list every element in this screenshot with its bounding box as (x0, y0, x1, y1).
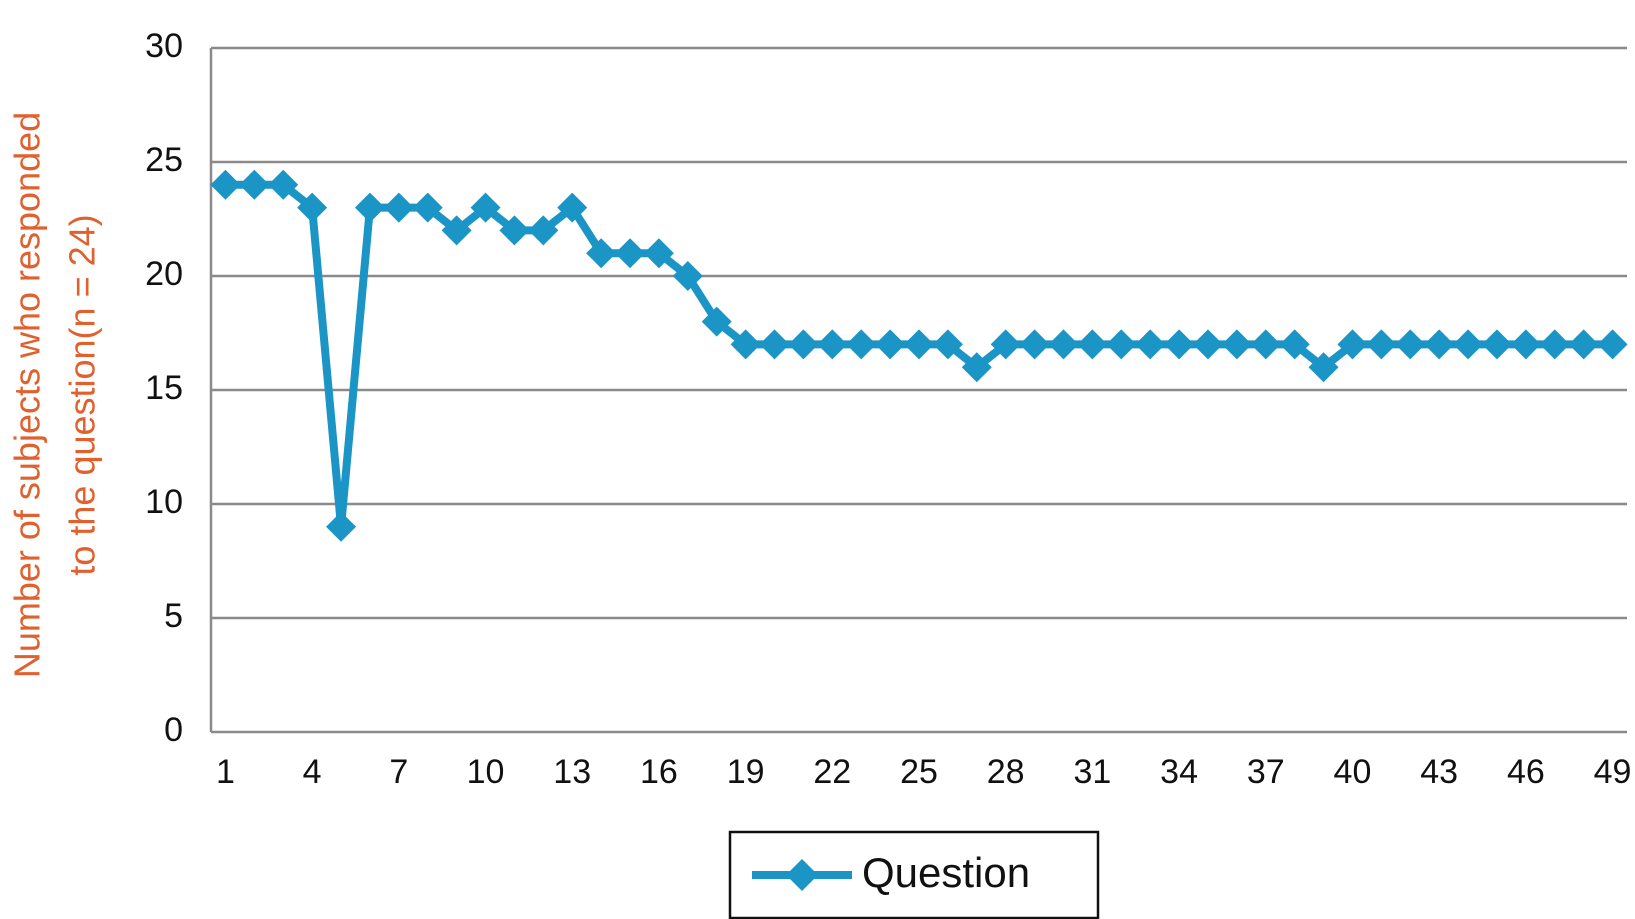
x-tick-label: 46 (1507, 753, 1545, 791)
point-marker (1077, 329, 1108, 360)
point-marker (961, 352, 992, 383)
point-marker (701, 306, 732, 337)
point-marker (383, 192, 414, 223)
y-tick-label: 25 (145, 141, 183, 179)
y-tick-label: 5 (164, 597, 183, 635)
point-marker (210, 169, 241, 200)
point-marker (1453, 329, 1484, 360)
x-tick-label: 49 (1594, 753, 1632, 791)
point-marker (1164, 329, 1195, 360)
x-tick-label: 1 (216, 753, 235, 791)
x-tick-label: 25 (900, 753, 938, 791)
point-marker (1597, 329, 1628, 360)
x-tick-label: 22 (813, 753, 851, 791)
y-tick-label: 20 (145, 255, 183, 293)
point-marker (1221, 329, 1252, 360)
point-marker (904, 329, 934, 360)
point-marker (788, 329, 819, 360)
point-marker (990, 329, 1021, 360)
point-marker (1337, 329, 1368, 360)
point-marker (239, 169, 270, 200)
x-tick-label: 34 (1160, 753, 1198, 791)
x-tick-label: 10 (467, 753, 505, 791)
point-marker (1250, 329, 1281, 360)
point-marker (932, 329, 963, 360)
y-axis-title: Number of subjects who responded to the … (7, 112, 103, 678)
x-tick-label: 28 (987, 753, 1025, 791)
point-marker (1135, 329, 1166, 360)
point-marker (643, 238, 674, 269)
point-marker (528, 215, 559, 246)
y-axis-title-line: to the question(n = 24) (62, 214, 103, 575)
x-tick-label: 37 (1247, 753, 1285, 791)
point-marker (1395, 329, 1426, 360)
point-marker (1192, 329, 1223, 360)
x-tick-label: 19 (727, 753, 765, 791)
x-tick-label: 13 (553, 753, 591, 791)
point-marker (268, 169, 299, 200)
point-marker (875, 329, 906, 360)
point-marker (1539, 329, 1570, 360)
point-marker (1106, 329, 1137, 360)
point-marker (817, 329, 848, 360)
point-marker (586, 238, 617, 269)
x-tick-label: 31 (1073, 753, 1111, 791)
legend-marker (786, 859, 818, 891)
y-tick-label: 10 (145, 483, 183, 521)
point-marker (1366, 329, 1397, 360)
point-marker (297, 192, 328, 223)
point-marker (1019, 329, 1050, 360)
point-marker (846, 329, 877, 360)
point-marker (499, 215, 530, 246)
point-marker (1568, 329, 1599, 360)
x-tick-label: 16 (640, 753, 678, 791)
legend-label: Question (862, 849, 1030, 896)
point-marker (470, 192, 501, 223)
point-marker (326, 511, 357, 542)
y-tick-label: 30 (145, 27, 183, 65)
y-tick-label: 0 (164, 711, 183, 749)
point-marker (1308, 352, 1339, 383)
point-marker (557, 192, 588, 223)
point-marker (1510, 329, 1541, 360)
point-marker (759, 329, 790, 360)
point-marker (441, 215, 472, 246)
point-marker (1279, 329, 1310, 360)
point-marker (354, 192, 385, 223)
y-axis-title-line: Number of subjects who responded (7, 112, 48, 678)
point-marker (1481, 329, 1512, 360)
x-tick-label: 40 (1334, 753, 1372, 791)
x-tick-label: 4 (303, 753, 322, 791)
point-marker (1048, 329, 1079, 360)
point-marker (672, 261, 703, 291)
x-tick-label: 7 (389, 753, 408, 791)
point-marker (615, 238, 646, 269)
point-marker (1424, 329, 1455, 360)
point-marker (412, 192, 443, 223)
point-marker (730, 329, 761, 360)
x-tick-label: 43 (1420, 753, 1458, 791)
y-tick-label: 15 (145, 369, 183, 407)
